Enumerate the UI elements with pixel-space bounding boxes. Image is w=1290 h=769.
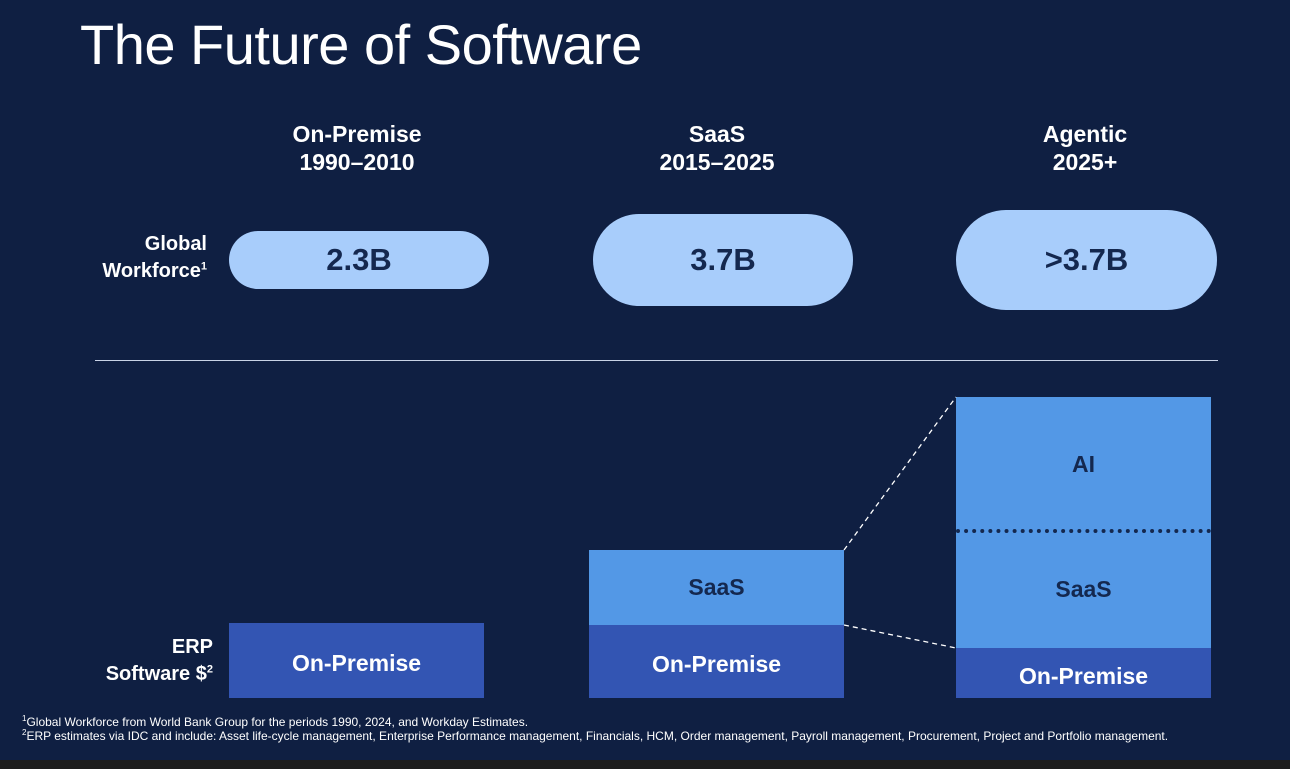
label-line: Workforce: [102, 260, 201, 282]
segment-label: SaaS: [1055, 576, 1112, 602]
label-line: Global: [144, 233, 207, 255]
footnote-2: 2ERP estimates via IDC and include: Asse…: [22, 728, 1169, 744]
era-name: Agentic: [1042, 121, 1128, 147]
bar-agentic-era-on-premise-segment: On-Premise: [956, 648, 1211, 698]
workforce-value: 3.7B: [690, 242, 756, 277]
era-header-agentic: Agentic 2025+: [955, 120, 1215, 176]
ai-saas-dotted-divider: [956, 529, 1211, 533]
footnote-ref: 1: [22, 714, 27, 723]
footnote-text: ERP estimates via IDC and include: Asset…: [26, 729, 1169, 743]
era-header-on-premise: On-Premise 1990–2010: [227, 120, 487, 176]
erp-software-label: ERP Software $2: [40, 634, 213, 688]
footnote-ref: 2: [206, 663, 213, 676]
workforce-value: >3.7B: [1044, 242, 1129, 277]
bar-on-premise-era-on-premise-segment: On-Premise: [229, 623, 484, 698]
label-line: ERP: [171, 636, 213, 658]
era-years: 2015–2025: [659, 149, 775, 175]
footnote-ref: 2: [22, 728, 27, 737]
era-name: On-Premise: [292, 121, 422, 147]
footnote-text: Global Workforce from World Bank Group f…: [26, 715, 529, 729]
footnotes: 1Global Workforce from World Bank Group …: [22, 714, 1169, 744]
segment-label: AI: [1072, 450, 1095, 477]
bar-agentic-era-ai-segment: AI: [956, 397, 1211, 531]
global-workforce-label: Global Workforce1: [40, 231, 207, 285]
era-years: 1990–2010: [299, 149, 415, 175]
segment-label: On-Premise: [291, 650, 422, 676]
workforce-pill-on-premise: 2.3B: [229, 231, 489, 289]
workforce-value: 2.3B: [326, 242, 392, 277]
era-name: SaaS: [688, 121, 746, 147]
workforce-pill-saas: 3.7B: [593, 214, 853, 306]
segment-label: SaaS: [688, 574, 745, 600]
segment-label: On-Premise: [1018, 662, 1149, 689]
bar-agentic-era-saas-segment: SaaS: [956, 531, 1211, 648]
dashed-connector-bottom: [843, 624, 957, 649]
slide-title: The Future of Software: [80, 13, 642, 76]
footnote-ref: 1: [200, 260, 207, 273]
era-years: 2025+: [1052, 149, 1118, 175]
bar-saas-era-on-premise-segment: On-Premise: [589, 625, 844, 698]
footnote-1: 1Global Workforce from World Bank Group …: [22, 714, 1168, 730]
section-divider: [95, 360, 1218, 361]
label-line: Software $: [105, 663, 207, 685]
era-header-saas: SaaS 2015–2025: [587, 120, 847, 176]
bottom-strip: [0, 760, 1290, 769]
segment-label: On-Premise: [651, 651, 782, 677]
dashed-connector-top: [843, 396, 957, 551]
workforce-pill-agentic: >3.7B: [956, 210, 1217, 310]
bar-saas-era-saas-segment: SaaS: [589, 550, 844, 625]
